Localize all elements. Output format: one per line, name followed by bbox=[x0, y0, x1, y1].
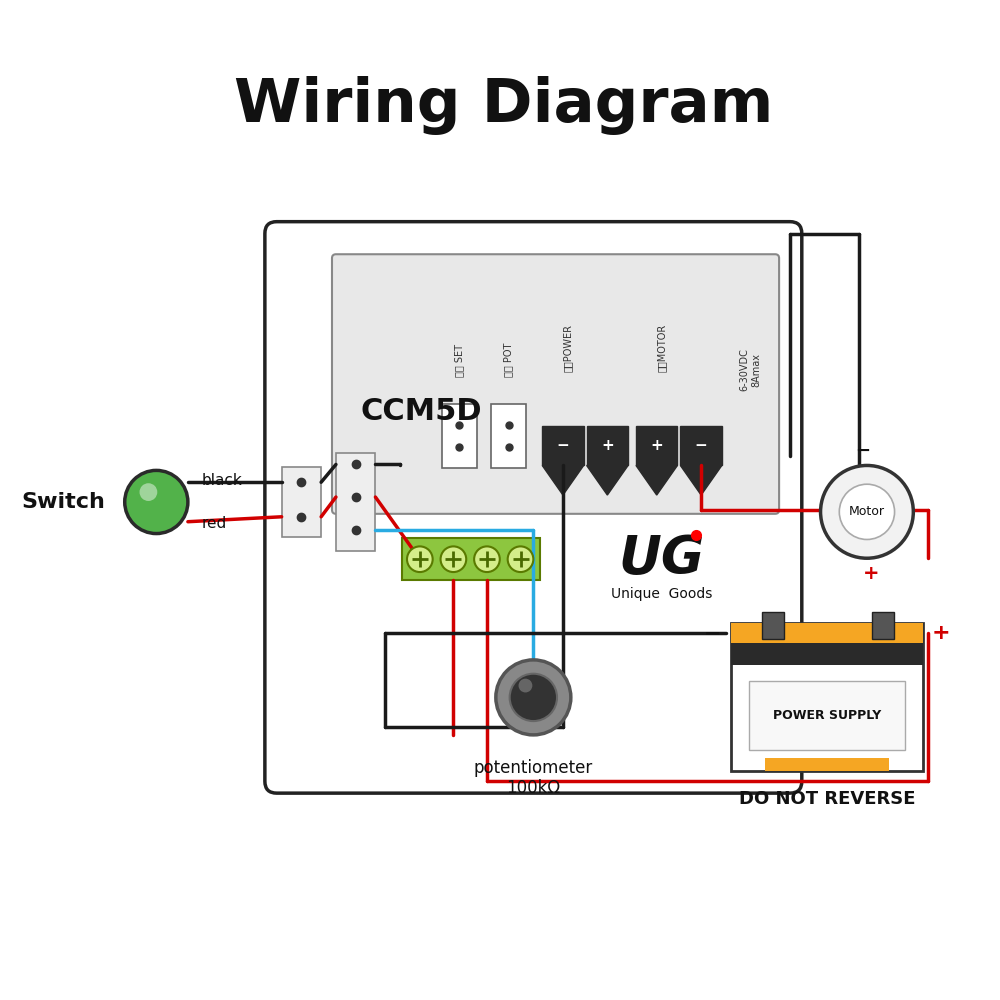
Bar bbox=[636, 426, 677, 465]
Circle shape bbox=[125, 470, 188, 534]
Text: −: − bbox=[704, 623, 722, 643]
Text: −: − bbox=[855, 442, 871, 460]
Text: 旋钮 POT: 旋钮 POT bbox=[504, 342, 514, 377]
Text: Switch: Switch bbox=[21, 492, 105, 512]
Bar bbox=[731, 623, 923, 643]
Circle shape bbox=[474, 546, 500, 572]
Text: +: + bbox=[601, 438, 614, 453]
FancyBboxPatch shape bbox=[332, 254, 779, 514]
Circle shape bbox=[496, 660, 571, 735]
Circle shape bbox=[839, 484, 895, 539]
Bar bbox=[765, 758, 889, 771]
Bar bbox=[542, 426, 584, 465]
Text: black: black bbox=[202, 473, 242, 488]
Text: 6-30VDC
8Amax: 6-30VDC 8Amax bbox=[740, 349, 761, 391]
Text: 开关 SET: 开关 SET bbox=[454, 344, 464, 377]
Text: Unique  Goods: Unique Goods bbox=[611, 587, 712, 601]
Text: POWER SUPPLY: POWER SUPPLY bbox=[773, 709, 881, 722]
FancyBboxPatch shape bbox=[265, 222, 802, 793]
Bar bbox=[587, 426, 628, 465]
Text: −: − bbox=[695, 438, 708, 453]
Text: +: + bbox=[932, 623, 950, 643]
Bar bbox=[731, 623, 923, 771]
Circle shape bbox=[407, 546, 433, 572]
Bar bbox=[282, 467, 321, 537]
Text: −: − bbox=[557, 438, 569, 453]
Polygon shape bbox=[542, 465, 584, 495]
Text: UG: UG bbox=[619, 533, 705, 585]
Bar bbox=[872, 612, 894, 639]
Text: CCM5D: CCM5D bbox=[361, 397, 482, 426]
Text: DO NOT REVERSE: DO NOT REVERSE bbox=[739, 790, 915, 808]
Text: potentiometer
100kΩ: potentiometer 100kΩ bbox=[474, 759, 593, 797]
Bar bbox=[491, 404, 526, 468]
Circle shape bbox=[821, 465, 913, 558]
Text: 电机MOTOR: 电机MOTOR bbox=[657, 323, 667, 372]
Text: Motor: Motor bbox=[849, 505, 885, 518]
Polygon shape bbox=[636, 465, 677, 495]
Bar bbox=[680, 426, 722, 465]
Bar bbox=[762, 612, 784, 639]
Text: +: + bbox=[863, 564, 879, 583]
Bar bbox=[336, 453, 375, 551]
Text: red: red bbox=[202, 516, 227, 531]
Bar bbox=[402, 538, 540, 580]
Bar bbox=[749, 681, 905, 750]
Text: +: + bbox=[650, 438, 663, 453]
Circle shape bbox=[140, 483, 157, 501]
Bar bbox=[442, 404, 477, 468]
Polygon shape bbox=[680, 465, 722, 495]
Circle shape bbox=[519, 679, 532, 692]
Polygon shape bbox=[587, 465, 628, 495]
Bar bbox=[731, 643, 923, 665]
Circle shape bbox=[510, 674, 557, 721]
Circle shape bbox=[508, 546, 533, 572]
Text: 电源POWER: 电源POWER bbox=[563, 324, 573, 372]
Text: Wiring Diagram: Wiring Diagram bbox=[234, 76, 773, 135]
Circle shape bbox=[441, 546, 466, 572]
